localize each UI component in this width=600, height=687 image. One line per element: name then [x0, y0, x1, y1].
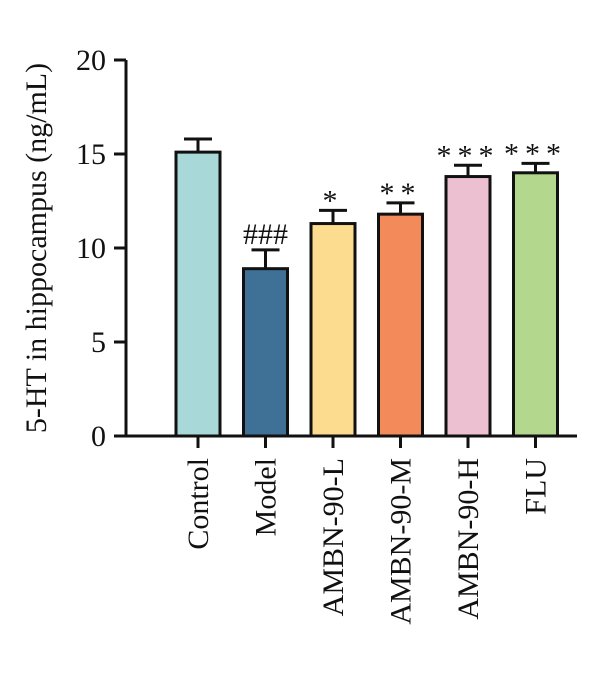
x-category-label: Control	[182, 458, 215, 550]
x-category-label: AMBN-90-M	[385, 458, 418, 625]
x-category-label: FLU	[520, 458, 553, 515]
x-category-label: AMBN-90-L	[317, 458, 350, 616]
y-tick-label: 5	[91, 326, 106, 359]
y-tick-label: 0	[91, 420, 106, 453]
x-category-label: Model	[250, 458, 283, 536]
x-axis-categories: Control Model AMBN-90-L AMBN-90-M AMBN-90-H F…	[182, 436, 553, 625]
y-tick-label: 15	[76, 138, 106, 171]
significance-label: ***	[504, 137, 567, 170]
bar	[377, 212, 424, 438]
y-tick-label: 20	[76, 44, 106, 77]
bar	[174, 150, 222, 438]
significance-label: ###	[243, 218, 288, 251]
significance-label: *	[323, 184, 344, 217]
x-category-label: AMBN-90-H	[452, 458, 485, 620]
significance-labels: ###* ***** ***	[243, 137, 567, 251]
significance-label: **	[380, 177, 422, 210]
error-bars	[184, 137, 550, 269]
y-axis: 0 5 10 15 20	[76, 44, 126, 453]
bar	[242, 267, 289, 438]
bar	[512, 171, 559, 438]
significance-label: ***	[437, 139, 500, 172]
bars	[174, 150, 559, 438]
bar	[444, 175, 492, 438]
bar	[309, 222, 357, 438]
y-tick-label: 10	[76, 232, 106, 265]
y-axis-label: 5-HT in hippocampus (ng/mL)	[20, 63, 53, 433]
